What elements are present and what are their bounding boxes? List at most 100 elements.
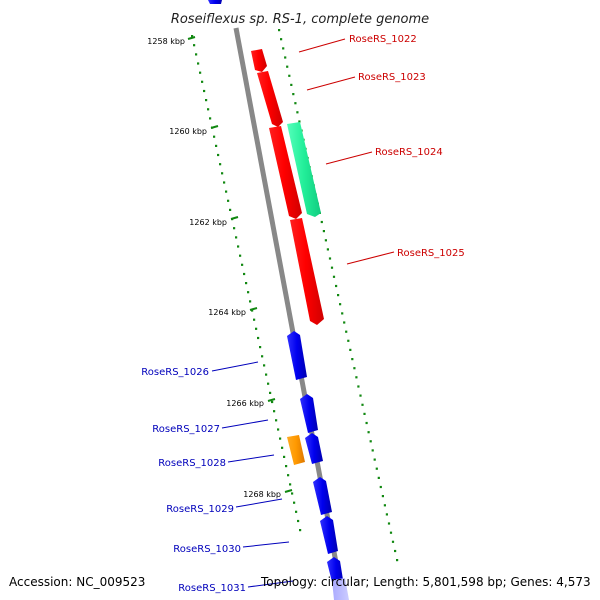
scale-tick xyxy=(373,458,376,461)
scale-tick xyxy=(298,120,301,123)
scale-tick xyxy=(359,394,362,397)
gene-feature-rosers-1030[interactable] xyxy=(320,516,338,554)
scale-tick xyxy=(195,53,198,56)
scale-tick xyxy=(229,208,232,211)
scale-tick xyxy=(335,284,338,288)
scale-tick xyxy=(371,449,374,452)
gene-feature-rosers-1026[interactable] xyxy=(287,331,307,380)
gene-feature-rosers-1027[interactable] xyxy=(300,394,318,433)
scale-tick xyxy=(269,391,272,394)
scale-tick xyxy=(265,373,268,376)
kbp-major-tick xyxy=(210,125,219,129)
scale-tick xyxy=(363,412,366,415)
scale-tick xyxy=(351,358,354,361)
gene-label-rosers-1030[interactable]: RoseRS_1030 xyxy=(173,544,241,555)
scale-tick xyxy=(249,300,252,303)
scale-tick xyxy=(349,348,352,351)
scale-tick xyxy=(271,400,274,404)
scale-tick-track-right xyxy=(278,29,399,562)
scale-tick xyxy=(221,172,224,175)
kbp-label: 1260 kbp xyxy=(169,127,207,136)
scale-tick xyxy=(326,248,329,251)
scale-tick xyxy=(347,339,350,342)
gene-label-rosers-1026[interactable]: RoseRS_1026 xyxy=(141,367,209,378)
scale-tick xyxy=(277,428,280,431)
scale-tick xyxy=(199,71,202,74)
kbp-major-tick xyxy=(267,398,276,402)
gene-label-rosers-1029[interactable]: RoseRS_1029 xyxy=(166,504,234,515)
scale-tick xyxy=(379,485,382,489)
scale-tick xyxy=(241,263,244,266)
scale-tick xyxy=(261,355,264,358)
scale-tick xyxy=(257,336,260,340)
scale-tick xyxy=(341,312,344,315)
kbp-label: 1262 kbp xyxy=(189,218,227,227)
scale-tick xyxy=(217,153,220,157)
scale-tick xyxy=(394,549,397,553)
scale-tick xyxy=(223,181,226,184)
gene-label-rosers-1024[interactable]: RoseRS_1024 xyxy=(375,147,443,158)
scale-tick xyxy=(353,367,356,370)
scale-tick xyxy=(345,330,348,333)
scale-tick xyxy=(361,403,364,406)
kbp-label: 1264 kbp xyxy=(208,308,246,317)
scale-tick xyxy=(207,108,210,111)
scale-tick xyxy=(292,93,295,96)
topology-text: Topology: circular; Length: 5,801,598 bp… xyxy=(260,575,591,589)
scale-tick xyxy=(387,522,391,525)
scale-tick xyxy=(332,275,336,278)
gene-feature-rosers-1025[interactable] xyxy=(290,218,324,325)
scale-tick xyxy=(209,117,212,120)
gene-feature-rosers-1024[interactable] xyxy=(287,122,321,217)
scale-tick xyxy=(288,74,291,77)
gene-label-rosers-1023[interactable]: RoseRS_1023 xyxy=(358,72,426,83)
scale-tick xyxy=(365,421,368,425)
scale-tick xyxy=(291,492,294,495)
scale-tick xyxy=(320,220,323,224)
kbp-label: 1266 kbp xyxy=(226,399,264,408)
reverse-strand-genes xyxy=(287,331,349,600)
scale-tick xyxy=(278,29,281,32)
scale-tick xyxy=(383,504,386,507)
scale-tick xyxy=(197,62,200,65)
gene-feature-partial-bottom[interactable] xyxy=(332,578,349,600)
gene-label-rosers-1025[interactable]: RoseRS_1025 xyxy=(397,248,465,259)
scale-tick xyxy=(284,56,287,59)
gene-label-rosers-1031[interactable]: RoseRS_1031 xyxy=(178,583,246,594)
gene-feature-rosers-1023[interactable] xyxy=(257,71,283,127)
scale-tick xyxy=(396,559,399,562)
gene-label-rosers-1022[interactable]: RoseRS_1022 xyxy=(349,34,417,45)
scale-tick xyxy=(290,83,293,86)
scale-tick xyxy=(293,501,296,504)
gene-feature-rosers-1029[interactable] xyxy=(313,477,332,515)
gene-feature-rosers-1028-blue[interactable] xyxy=(305,433,323,464)
gene-label-rosers-1028[interactable]: RoseRS_1028 xyxy=(158,458,226,469)
kbp-label: 1258 kbp xyxy=(147,37,185,46)
gene-feature-partial[interactable] xyxy=(208,0,222,4)
scale-tick xyxy=(280,38,283,41)
gene-feature-rosers-1028[interactable] xyxy=(287,435,305,465)
kbp-major-tick xyxy=(230,216,239,220)
scale-tick xyxy=(295,510,298,513)
genome-backbone xyxy=(233,27,346,600)
gene-feature-rosers-1022[interactable] xyxy=(251,49,267,72)
scale-tick xyxy=(339,303,342,306)
scale-tick xyxy=(297,519,300,523)
gene-feature-rosers-1024-red[interactable] xyxy=(269,126,302,219)
scale-tick xyxy=(259,346,262,349)
scale-tick xyxy=(275,419,278,422)
scale-tick xyxy=(239,254,242,257)
scale-tick xyxy=(225,190,228,193)
scale-tick xyxy=(283,455,286,458)
forward-strand-genes xyxy=(208,0,324,325)
gene-label-rosers-1027[interactable]: RoseRS_1027 xyxy=(152,424,220,435)
scale-tick xyxy=(279,437,282,440)
kbp-major-tick xyxy=(249,307,258,311)
scale-tick xyxy=(337,294,340,297)
scale-tick xyxy=(322,230,325,233)
scale-tick xyxy=(193,44,196,47)
scale-tick xyxy=(281,446,284,449)
kbp-major-tick xyxy=(187,36,196,40)
scale-tick xyxy=(247,291,250,294)
kbp-major-tick xyxy=(284,489,293,493)
